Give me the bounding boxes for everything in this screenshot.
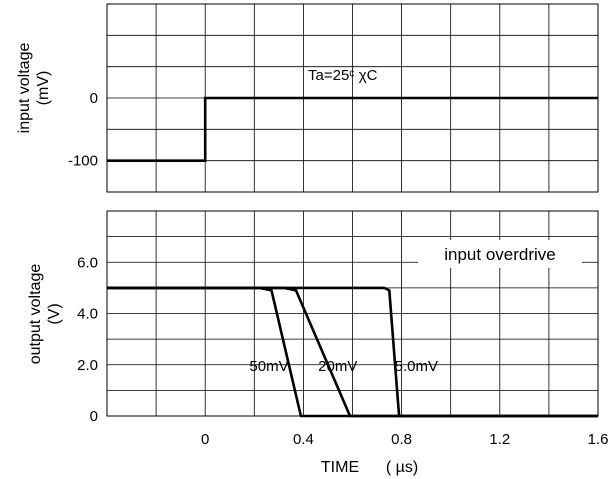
y-tick-label: 6.0 (77, 254, 98, 271)
y-tick-label: -100 (68, 153, 98, 170)
legend-backdrop (418, 240, 582, 268)
series-label: 50mV (249, 358, 288, 375)
top-ylabel-line2: (mV) (35, 71, 52, 106)
top-series-group (107, 96, 598, 162)
output-response-line-5.0mV (107, 286, 598, 418)
bottom-ylabel-line2: (V) (46, 303, 63, 324)
top-y-tick-labels: 0 -100 (68, 90, 98, 170)
x-tick-label: 1.2 (489, 431, 510, 448)
x-tick-label: 1.6 (588, 431, 609, 448)
temperature-annotation: Ta=25ᶜ χC (308, 67, 378, 84)
bottom-x-tick-labels: 0 0.4 0.8 1.2 1.6 (201, 431, 608, 448)
top-ylabel-line1: input voltage (16, 43, 33, 134)
x-tick-label: 0.8 (391, 431, 412, 448)
y-tick-label: 2.0 (77, 357, 98, 374)
y-tick-label: 0 (90, 408, 98, 425)
series-label: 20mV (318, 358, 357, 375)
bottom-ylabel-line1: output voltage (27, 264, 44, 365)
x-tick-label: 0.4 (293, 431, 314, 448)
legend-title: input overdrive (444, 245, 556, 264)
bottom-series-labels: 50mV 20mV 5.0mV (249, 358, 438, 375)
input-voltage-panel: 0 -100 input voltage (mV) Ta=25ᶜ χC (16, 3, 599, 193)
bottom-series-group (107, 286, 598, 418)
y-tick-label: 0 (90, 90, 98, 107)
x-tick-label: 0 (201, 431, 209, 448)
output-voltage-panel: input overdrive 0 0.4 0.8 1.2 1.6 0 2.0 4.0 6.0… (27, 210, 608, 476)
input-step-line (107, 96, 598, 162)
bottom-y-tick-labels: 0 2.0 4.0 6.0 (77, 254, 98, 425)
x-axis-label: TIME (321, 459, 359, 476)
bottom-panel-grid (107, 211, 598, 416)
series-label: 5.0mV (395, 358, 438, 375)
x-axis-unit: ( µs) (386, 459, 418, 476)
y-tick-label: 4.0 (77, 306, 98, 323)
